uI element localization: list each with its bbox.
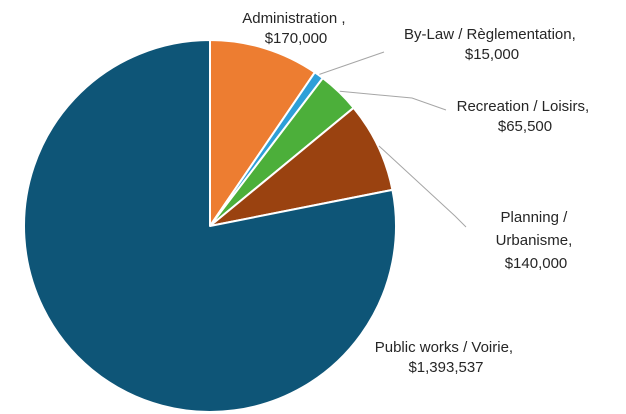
slice-public-works	[23, 39, 397, 413]
label-recreation: Recreation / Loisirs, $65,500	[457, 98, 594, 135]
label-recreation-category: Recreation / Loisirs,	[457, 98, 590, 115]
label-bylaw: By-Law / Règlementation, $15,000	[404, 26, 580, 63]
label-planning: Planning / Urbanisme, $140,000	[496, 209, 577, 272]
label-administration-category: Administration ,	[242, 10, 345, 27]
label-planning-value: $140,000	[505, 255, 568, 272]
slice-administration	[209, 39, 316, 227]
label-public-works-value: $1,393,537	[408, 359, 483, 376]
label-planning-category-2: Urbanisme,	[496, 232, 573, 249]
label-bylaw-category: By-Law / Règlementation,	[404, 26, 576, 43]
leader-line-planning	[378, 145, 467, 228]
label-public-works: Public works / Voirie, $1,393,537	[375, 339, 518, 376]
pie-slices	[23, 39, 397, 413]
leader-line-bylaw	[319, 51, 385, 75]
label-public-works-category: Public works / Voirie,	[375, 339, 513, 356]
leader-line-recreation	[339, 90, 447, 111]
label-administration: Administration , $170,000	[242, 10, 350, 47]
label-administration-value: $170,000	[265, 30, 328, 47]
label-recreation-value: $65,500	[498, 118, 552, 135]
slice-planning	[209, 106, 394, 227]
leader-lines	[319, 51, 467, 228]
label-planning-category-1: Planning /	[501, 209, 569, 226]
label-bylaw-value: $15,000	[465, 46, 519, 63]
